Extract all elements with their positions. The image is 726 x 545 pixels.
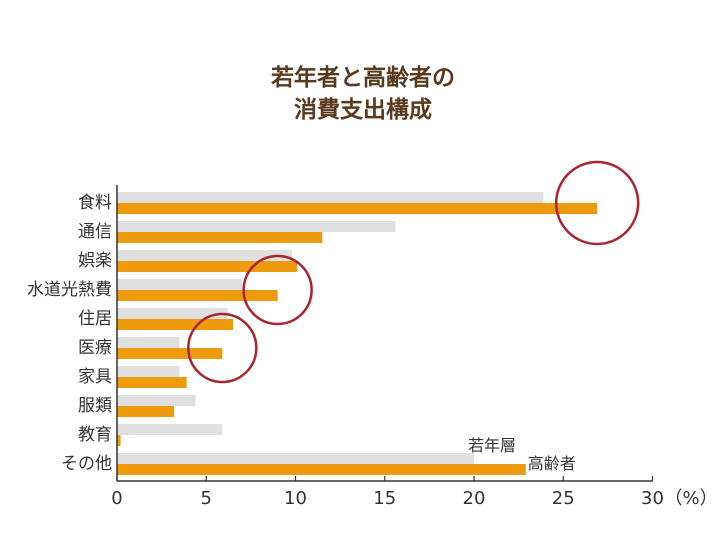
x-tick-label: 30: [641, 488, 664, 509]
chart-title-line-2: 消費支出構成: [294, 97, 432, 123]
series-label-若年層: 若年層: [468, 436, 516, 455]
bar-高齢者-服類: [117, 406, 175, 417]
bar-若年層-服類: [117, 395, 196, 406]
category-label: 教育: [78, 425, 112, 445]
bar-若年層-家具: [117, 366, 180, 377]
highlight-circle-医療: [187, 312, 258, 384]
chart-title: 若年者と高齢者の 消費支出構成: [0, 62, 726, 126]
x-tick-label: 25: [552, 488, 575, 509]
bar-若年層-水道光熱費: [117, 279, 242, 290]
bar-高齢者-食料: [117, 203, 598, 214]
bar-若年層-教育: [117, 424, 223, 435]
category-label: 住居: [78, 309, 112, 329]
bar-高齢者-医療: [117, 348, 223, 359]
category-label: 服類: [78, 396, 112, 416]
bars-group: [117, 192, 598, 475]
x-tick-label: 5: [201, 488, 212, 509]
highlight-circles-group: [187, 160, 640, 384]
highlight-circle-食料: [554, 160, 640, 246]
bar-高齢者-通信: [117, 232, 323, 243]
x-tick-label: 15: [373, 488, 396, 509]
category-label: 娯楽: [78, 251, 112, 271]
bar-若年層-その他: [117, 453, 474, 464]
series-label-高齢者: 高齢者: [528, 454, 576, 473]
bar-若年層-通信: [117, 221, 396, 232]
axes-group: [116, 185, 654, 482]
bar-高齢者-教育: [117, 435, 121, 446]
bar-若年層-娯楽: [117, 250, 292, 261]
category-label: 食料: [78, 193, 112, 213]
bar-高齢者-娯楽: [117, 261, 298, 272]
bar-高齢者-水道光熱費: [117, 290, 278, 301]
bar-高齢者-家具: [117, 377, 187, 388]
chart-title-line-1: 若年者と高齢者の: [271, 65, 455, 91]
category-label: 家具: [78, 367, 112, 387]
highlight-circle-水道光熱費: [242, 254, 313, 326]
category-label: 通信: [78, 222, 112, 242]
category-label: 医療: [78, 338, 112, 358]
bar-若年層-住居: [117, 308, 228, 319]
x-tick-label: 0: [111, 488, 122, 509]
category-label: その他: [61, 454, 112, 474]
x-unit-label: （%）: [665, 488, 718, 509]
bar-高齢者-住居: [117, 319, 234, 330]
bar-若年層-医療: [117, 337, 180, 348]
x-tick-label: 20: [463, 488, 486, 509]
bar-高齢者-その他: [117, 464, 526, 475]
x-tick-label: 10: [284, 488, 307, 509]
bar-若年層-食料: [117, 192, 544, 203]
category-label: 水道光熱費: [27, 280, 112, 300]
